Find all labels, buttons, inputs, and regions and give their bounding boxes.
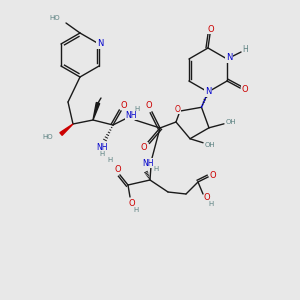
Text: O: O xyxy=(146,101,152,110)
Text: HO: HO xyxy=(42,134,53,140)
Text: O: O xyxy=(141,142,147,152)
Text: O: O xyxy=(210,170,216,179)
Text: H: H xyxy=(153,166,159,172)
Text: O: O xyxy=(242,85,248,94)
Text: H: H xyxy=(99,151,105,157)
Text: H: H xyxy=(107,157,112,163)
Polygon shape xyxy=(93,103,100,120)
Text: O: O xyxy=(115,164,121,173)
Text: O: O xyxy=(204,194,210,202)
Polygon shape xyxy=(60,124,73,135)
Text: O: O xyxy=(121,100,127,109)
Text: N: N xyxy=(205,88,211,97)
Text: OH: OH xyxy=(226,119,236,125)
Text: O: O xyxy=(208,25,214,34)
Text: O: O xyxy=(175,105,181,114)
Text: HO: HO xyxy=(50,15,60,21)
Text: H: H xyxy=(208,201,214,207)
Text: H: H xyxy=(134,106,140,112)
Text: H: H xyxy=(134,207,139,213)
Text: NH: NH xyxy=(142,158,154,167)
Text: OH: OH xyxy=(205,142,215,148)
Text: N: N xyxy=(97,40,103,49)
Text: NH: NH xyxy=(125,110,137,119)
Text: NH: NH xyxy=(96,142,108,152)
Text: O: O xyxy=(129,200,135,208)
Text: N: N xyxy=(226,53,232,62)
Text: H: H xyxy=(242,46,248,55)
